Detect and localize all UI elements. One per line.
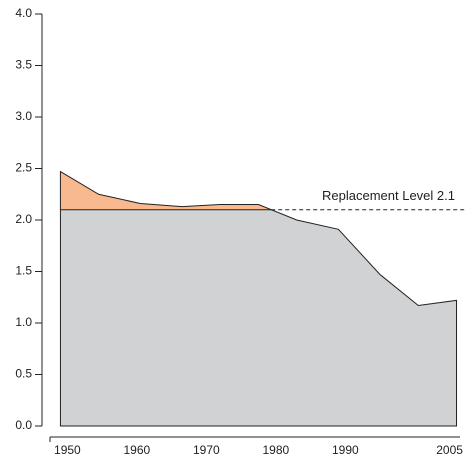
y-tick-label: 3.0 <box>15 109 32 123</box>
x-tick-label: 1990 <box>332 443 359 457</box>
y-tick-label: 2.0 <box>15 212 32 226</box>
area-below <box>60 209 457 426</box>
y-tick-label: 0.5 <box>15 367 32 381</box>
x-tick-label: 1970 <box>193 443 220 457</box>
x-tick-label: 1980 <box>262 443 289 457</box>
y-tick-label: 2.5 <box>15 161 32 175</box>
y-tick-label: 1.0 <box>15 315 32 329</box>
area-outline <box>59 170 458 427</box>
reference-label: Replacement Level 2.1 <box>322 188 455 203</box>
y-tick-label: 4.0 <box>15 6 32 20</box>
x-tick-label: 2005 <box>436 443 463 457</box>
y-tick-label: 3.5 <box>15 58 32 72</box>
y-tick-label: 1.5 <box>15 264 32 278</box>
x-tick-label: 1960 <box>124 443 151 457</box>
y-tick-label: 0.0 <box>15 418 32 432</box>
x-tick-label: 1950 <box>54 443 81 457</box>
area-above <box>60 171 272 210</box>
